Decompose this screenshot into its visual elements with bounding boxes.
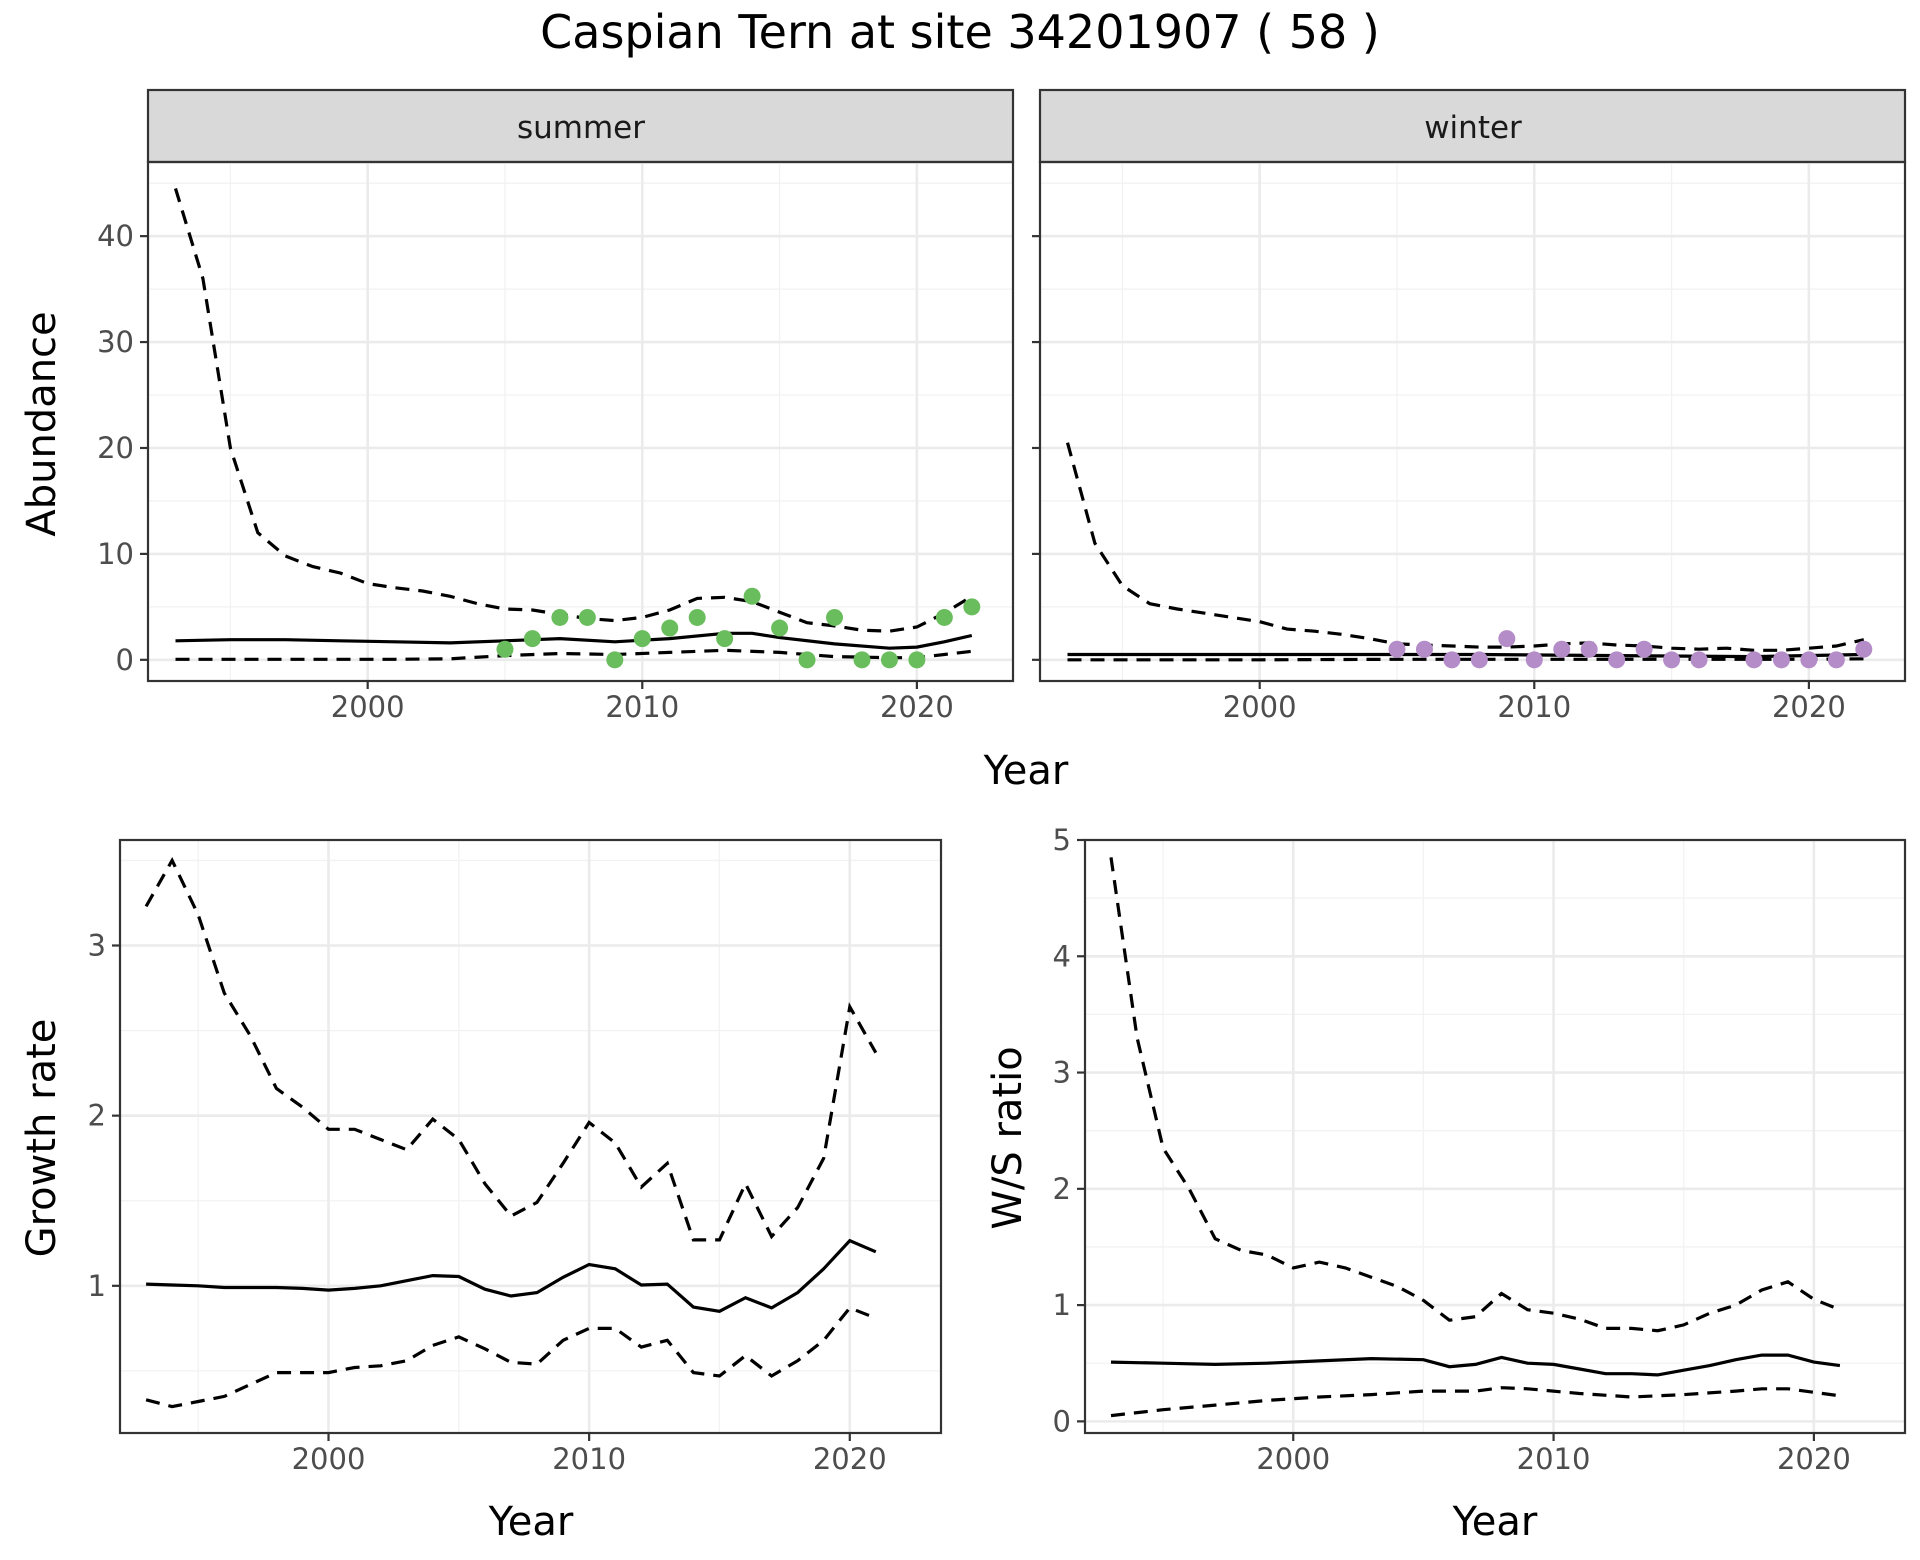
growth-y-tick-label: 3 [88,928,106,962]
summer-observed-point [661,619,679,637]
summer-observed-point [578,608,596,626]
winter-observed-point [1855,640,1873,658]
growth-y-tick-label: 1 [88,1269,106,1303]
ratio-x-tick-label: 2000 [1256,1442,1330,1476]
summer-observed-point [716,630,734,648]
winter-estimate-line [1067,652,1864,659]
winter-observed-point [1663,651,1681,669]
summer-observed-point [606,651,624,669]
panel-ws-ratio: 2000 2010 2020 0 1 2 3 4 5 [1053,823,1907,1476]
growth-x-tick-label: 2000 [292,1442,366,1476]
top-y-axis-title: Abundance [19,311,65,536]
summer-y-tick-label: 20 [97,431,134,465]
growth-x-axis-title: Year [488,1499,574,1545]
panel-growth-rate: 2000 2010 2020 1 2 3 [88,838,943,1476]
winter-lower-line [1067,657,1864,662]
ratio-y-tick-label: 5 [1053,823,1071,857]
summer-upper-line [173,188,973,633]
summer-observed-point [551,608,569,626]
summer-observed-point [771,619,789,637]
summer-observed-point [908,651,926,669]
winter-observed-point [1470,651,1488,669]
summer-y-tick-label: 0 [116,643,134,677]
growth-upper-line [144,856,878,1242]
ratio-y-axis-title: W/S ratio [985,1046,1031,1229]
summer-lower-line [175,648,972,661]
winter-plot-area [1065,442,1873,669]
ratio-plot-area [1109,857,1841,1418]
winter-observed-point [1580,640,1598,658]
winter-observed-point [1553,640,1571,658]
summer-observed-point [496,640,514,658]
top-x-axis-title: Year [983,748,1069,794]
ratio-x-axis-title: Year [1452,1499,1538,1545]
summer-observed-point [633,630,651,648]
growth-plot-area [144,856,878,1409]
winter-observed-point [1827,651,1845,669]
summer-x-tick-label: 2000 [331,690,405,724]
winter-strip [1038,88,1907,164]
summer-y-tick-label: 10 [97,537,134,571]
ratio-y-tick-label: 2 [1053,1172,1071,1206]
ratio-estimate-line [1110,1353,1841,1377]
summer-observed-point [935,608,953,626]
summer-plot-area [173,188,981,669]
winter-upper-line [1065,442,1865,652]
winter-observed-point [1635,640,1653,658]
summer-strip [146,88,1015,164]
ratio-y-tick-label: 1 [1053,1288,1071,1322]
summer-panel-border [146,160,1015,683]
panel-winter-abundance: 2000 2010 2020 [1032,88,1907,724]
winter-observed-point [1388,640,1406,658]
winter-observed-point [1690,651,1708,669]
summer-observed-point [523,630,541,648]
strip-label-summer: summer [517,110,645,146]
winter-observed-point [1772,651,1790,669]
growth-panel-border [118,838,943,1435]
summer-estimate-line [175,631,973,650]
growth-estimate-line [146,1238,877,1313]
summer-observed-point [826,608,844,626]
ratio-upper-line [1109,857,1841,1333]
ratio-x-tick-label: 2020 [1777,1442,1851,1476]
ratio-lower-line [1110,1386,1841,1418]
ratio-y-tick-label: 0 [1053,1404,1071,1438]
summer-observed-point [880,651,898,669]
winter-observed-point [1498,630,1516,648]
figure-title: Caspian Tern at site 34201907 ( 58 ) [540,5,1380,59]
ratio-y-tick-label: 3 [1053,1056,1071,1090]
strip-label-winter: winter [1424,110,1522,146]
growth-x-tick-label: 2020 [813,1442,887,1476]
summer-observed-point [688,608,706,626]
ratio-panel-border [1083,838,1907,1435]
winter-panel-border [1038,160,1907,683]
summer-observed-point [798,651,816,669]
summer-observed-point [963,598,981,616]
winter-observed-point [1443,651,1461,669]
winter-observed-point [1525,651,1543,669]
summer-observed-point [743,587,761,605]
summer-observed-point [853,651,871,669]
growth-lower-line [145,1305,877,1409]
summer-x-tick-label: 2020 [880,690,954,724]
growth-y-tick-label: 2 [88,1099,106,1133]
summer-y-tick-label: 30 [97,325,134,359]
winter-x-tick-label: 2020 [1772,690,1846,724]
winter-observed-point [1415,640,1433,658]
growth-y-axis-title: Growth rate [19,1019,65,1258]
winter-x-tick-label: 2000 [1223,690,1297,724]
summer-x-tick-label: 2010 [605,690,679,724]
panel-summer-abundance: 2000 2010 2020 0 10 20 30 40 [97,88,1015,724]
summer-y-tick-label: 40 [97,219,134,253]
winter-observed-point [1800,651,1818,669]
winter-x-tick-label: 2010 [1497,690,1571,724]
winter-observed-point [1608,651,1626,669]
winter-observed-point [1745,651,1763,669]
growth-x-tick-label: 2010 [552,1442,626,1476]
ratio-y-tick-label: 4 [1053,939,1071,973]
ratio-x-tick-label: 2010 [1517,1442,1591,1476]
